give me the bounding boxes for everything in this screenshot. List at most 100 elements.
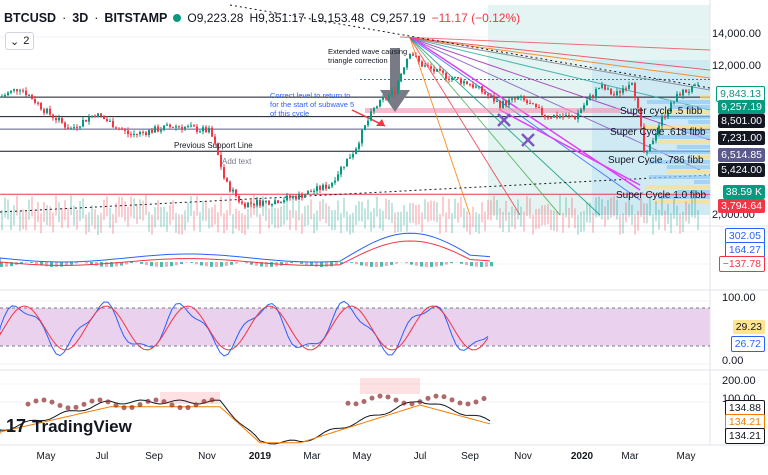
candle-body bbox=[151, 130, 153, 133]
candle-body bbox=[193, 126, 195, 127]
candle-body bbox=[112, 121, 114, 127]
volume-bar bbox=[97, 215, 99, 235]
macd-histogram-bar bbox=[365, 262, 368, 266]
volume-bar bbox=[688, 204, 690, 224]
volume-bar bbox=[550, 210, 552, 230]
annotation-fib-786[interactable]: Super Cycle .786 fibb bbox=[608, 155, 704, 166]
candle-body bbox=[613, 94, 615, 95]
candle-body bbox=[199, 131, 201, 132]
indicator-dot bbox=[402, 401, 407, 406]
volume-bar bbox=[511, 207, 513, 227]
candle-body bbox=[106, 119, 108, 121]
candle-body bbox=[505, 101, 507, 105]
candle-body bbox=[322, 185, 324, 190]
macd-histogram-bar bbox=[25, 262, 28, 263]
tradingview-logo[interactable]: 17 TradingView bbox=[6, 416, 132, 437]
volume-bar bbox=[526, 196, 528, 216]
macd-histogram-bar bbox=[410, 262, 413, 265]
volume-bar bbox=[91, 205, 93, 225]
candle-body bbox=[304, 195, 306, 198]
candle-body bbox=[481, 86, 483, 92]
candle-body bbox=[499, 101, 501, 108]
candle-body bbox=[295, 196, 297, 199]
candle-body bbox=[118, 128, 120, 129]
volume-bar bbox=[7, 199, 9, 219]
annotation-fib-10[interactable]: Super Cycle 1.0 fibb bbox=[616, 190, 706, 201]
volume-bar bbox=[31, 196, 33, 216]
volume-bar bbox=[79, 201, 81, 221]
candle-body bbox=[463, 81, 465, 83]
candle-body bbox=[109, 121, 111, 122]
candle-body bbox=[97, 113, 99, 117]
volume-bar bbox=[346, 211, 348, 231]
exchange[interactable]: BITSTAMP bbox=[104, 11, 167, 25]
volume-bar bbox=[157, 200, 159, 220]
volume-bar bbox=[637, 211, 639, 231]
volume-bar bbox=[631, 205, 633, 225]
candle-body bbox=[316, 186, 318, 191]
annotation-previous-support[interactable]: Previous Support Line bbox=[174, 141, 253, 150]
price-label: −137.78 bbox=[719, 256, 765, 272]
volume-bar bbox=[88, 212, 90, 232]
candle-body bbox=[385, 98, 387, 99]
candle-body bbox=[331, 183, 333, 187]
candle-body bbox=[145, 132, 147, 135]
symbol-header[interactable]: BTCUSD · 3D · BITSTAMP O9,223.28 H9,351.… bbox=[4, 9, 520, 27]
candle-body bbox=[232, 190, 234, 192]
volume-bar bbox=[214, 204, 216, 224]
candle-body bbox=[49, 109, 51, 115]
macd-histogram-bar bbox=[440, 262, 443, 266]
volume-bar bbox=[49, 206, 51, 226]
volume-bar bbox=[112, 214, 114, 234]
volume-bar bbox=[472, 207, 474, 227]
volume-profile-bar bbox=[649, 175, 710, 179]
volume-bar bbox=[379, 209, 381, 229]
candle-body bbox=[517, 98, 519, 100]
volume-bar bbox=[430, 201, 432, 221]
candle-body bbox=[148, 130, 150, 135]
indicators-toggle[interactable]: ⌄ 2 bbox=[5, 32, 34, 50]
volume-bar bbox=[25, 210, 27, 230]
candle-body bbox=[85, 120, 87, 122]
candle-body bbox=[187, 126, 189, 127]
candle-body bbox=[391, 90, 393, 94]
volume-bar bbox=[382, 211, 384, 231]
volume-bar bbox=[190, 196, 192, 216]
annotation-fib-5[interactable]: Super cycle .5 fibb bbox=[620, 106, 703, 117]
candle-body bbox=[388, 95, 390, 99]
macd-histogram-bar bbox=[380, 262, 383, 267]
timeframe[interactable]: 3D bbox=[72, 11, 88, 25]
macd-histogram-bar bbox=[150, 262, 153, 266]
candle-body bbox=[412, 54, 414, 56]
volume-bar bbox=[289, 210, 291, 230]
indicator-dot bbox=[178, 405, 183, 410]
macd-histogram-bar bbox=[235, 262, 238, 264]
volume-bar bbox=[4, 197, 6, 217]
volume-bar bbox=[376, 197, 378, 217]
candle-body bbox=[19, 90, 21, 91]
volume-bar bbox=[76, 210, 78, 230]
volume-bar bbox=[139, 199, 141, 219]
candle-body bbox=[631, 83, 633, 85]
indicator-dot bbox=[74, 405, 79, 410]
annotation-add-text[interactable]: Add text bbox=[222, 157, 252, 166]
macd-histogram-bar bbox=[205, 262, 208, 266]
candle-body bbox=[184, 127, 186, 130]
symbol-name[interactable]: BTCUSD bbox=[4, 11, 56, 25]
candle-body bbox=[406, 59, 408, 68]
macd-histogram-bar bbox=[230, 262, 233, 265]
volume-bar bbox=[610, 198, 612, 218]
macd-histogram-bar bbox=[245, 262, 248, 263]
price-label: 26.72 bbox=[731, 336, 765, 352]
stoch-band bbox=[0, 308, 710, 346]
candle-body bbox=[4, 95, 6, 96]
candle-body bbox=[604, 85, 606, 90]
annotation-fib-618[interactable]: Super Cycle .618 fibb bbox=[610, 127, 706, 138]
volume-bar bbox=[34, 210, 36, 230]
candle-body bbox=[79, 126, 81, 127]
indicator-dot bbox=[26, 402, 31, 407]
candle-body bbox=[685, 90, 687, 93]
candle-body bbox=[298, 194, 300, 199]
volume-bar bbox=[334, 210, 336, 230]
